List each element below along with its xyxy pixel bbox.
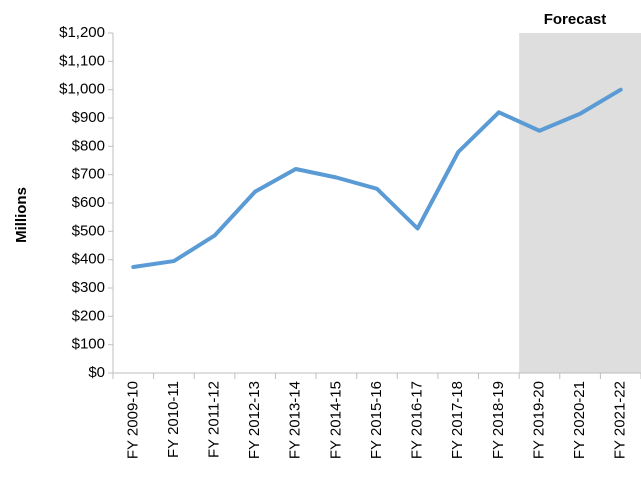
- y-tick-label: $400: [72, 251, 105, 268]
- x-tick-label: FY 2010-11: [165, 381, 182, 458]
- x-tick-label: FY 2015-16: [368, 381, 385, 459]
- x-tick-label: FY 2013-14: [287, 381, 304, 459]
- y-tick-label: $700: [72, 166, 105, 183]
- y-tick-label: $600: [72, 194, 105, 211]
- y-tick-label: $900: [72, 109, 105, 126]
- x-tick-label: FY 2019-20: [530, 381, 547, 459]
- x-tick-label: FY 2017-18: [449, 381, 466, 459]
- y-tick-label: $100: [72, 336, 105, 353]
- y-axis-label: Millions: [13, 187, 30, 243]
- y-tick-label: $300: [72, 279, 105, 296]
- x-tick-label: FY 2009-10: [124, 381, 141, 459]
- x-tick-label: FY 2014-15: [327, 381, 344, 459]
- y-tick-label: $1,000: [59, 81, 105, 98]
- x-tick-label: FY 2018-19: [490, 381, 507, 459]
- x-tick-label: FY 2016-17: [409, 381, 426, 459]
- y-tick-label: $200: [72, 307, 105, 324]
- y-tick-label: $0: [88, 364, 105, 381]
- y-tick-label: $500: [72, 222, 105, 239]
- forecast-shade: [519, 33, 641, 373]
- y-tick-label: $1,200: [59, 24, 105, 41]
- y-tick-label: $1,100: [59, 52, 105, 69]
- x-tick-label: FY 2011-12: [206, 381, 223, 458]
- x-tick-label: FY 2021-22: [612, 381, 629, 459]
- x-tick-label: FY 2020-21: [571, 381, 588, 459]
- x-tick-label: FY 2012-13: [246, 381, 263, 459]
- annotation: Forecast: [544, 11, 607, 28]
- data-line: [131, 87, 623, 270]
- y-tick-label: $800: [72, 137, 105, 154]
